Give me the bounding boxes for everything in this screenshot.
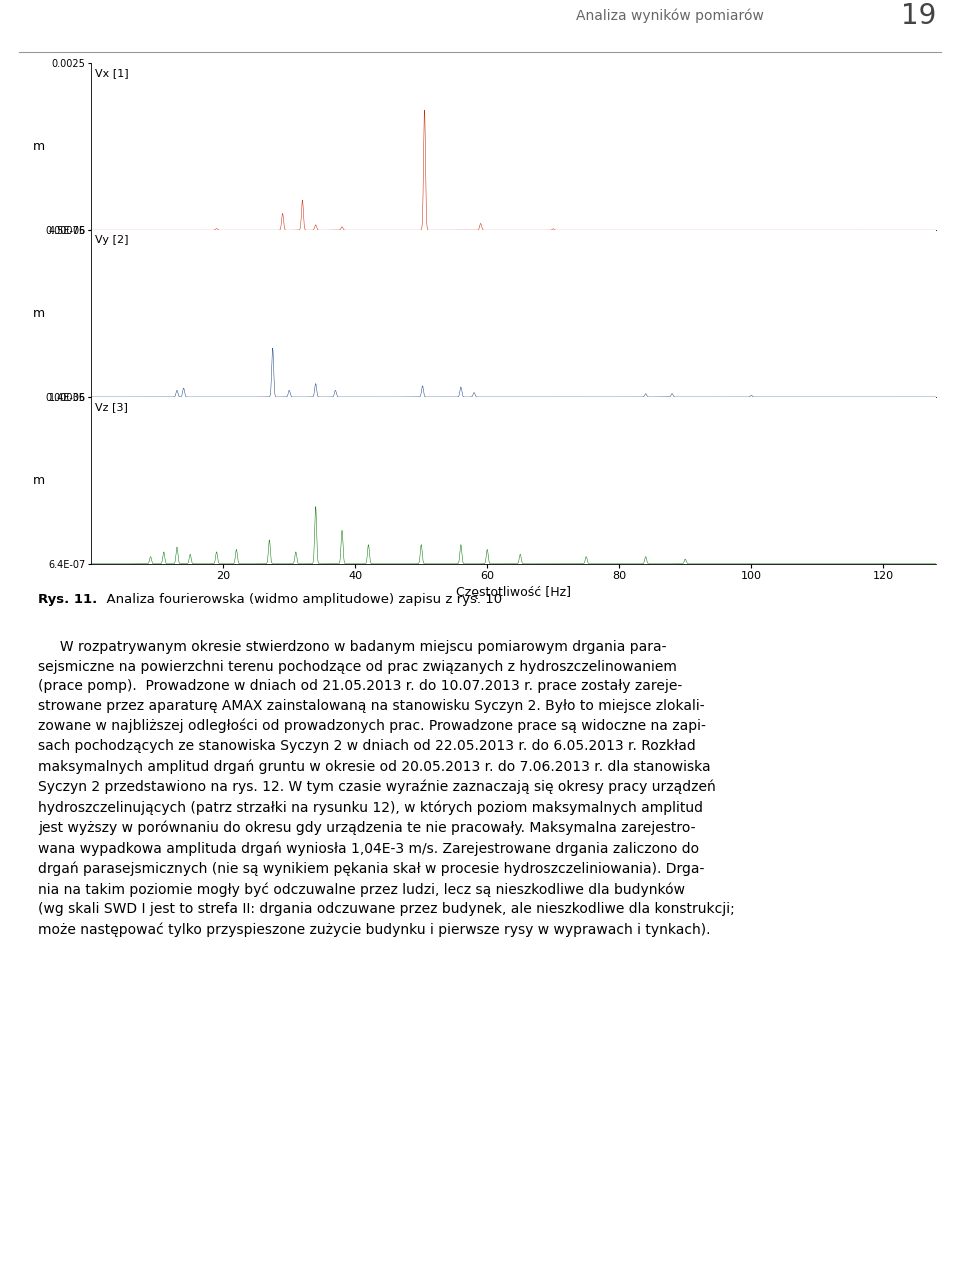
- Text: W rozpatrywanym okresie stwierdzono w badanym miejscu pomiarowym drgania para-
s: W rozpatrywanym okresie stwierdzono w ba…: [38, 640, 735, 936]
- Text: Analiza fourierowska (widmo amplitudowe) zapisu z rys. 10: Analiza fourierowska (widmo amplitudowe)…: [99, 593, 503, 606]
- Text: Vz [3]: Vz [3]: [95, 402, 129, 412]
- Text: m: m: [33, 307, 45, 321]
- Text: Vx [1]: Vx [1]: [95, 68, 129, 79]
- Text: Analiza wyników pomiarów: Analiza wyników pomiarów: [576, 9, 764, 23]
- Text: Rys. 11.: Rys. 11.: [38, 593, 98, 606]
- Text: 19: 19: [900, 3, 936, 30]
- X-axis label: Częstotliwość [Hz]: Częstotliwość [Hz]: [456, 587, 571, 599]
- Text: Vy [2]: Vy [2]: [95, 236, 129, 246]
- Text: m: m: [33, 141, 45, 153]
- Text: m: m: [33, 474, 45, 487]
